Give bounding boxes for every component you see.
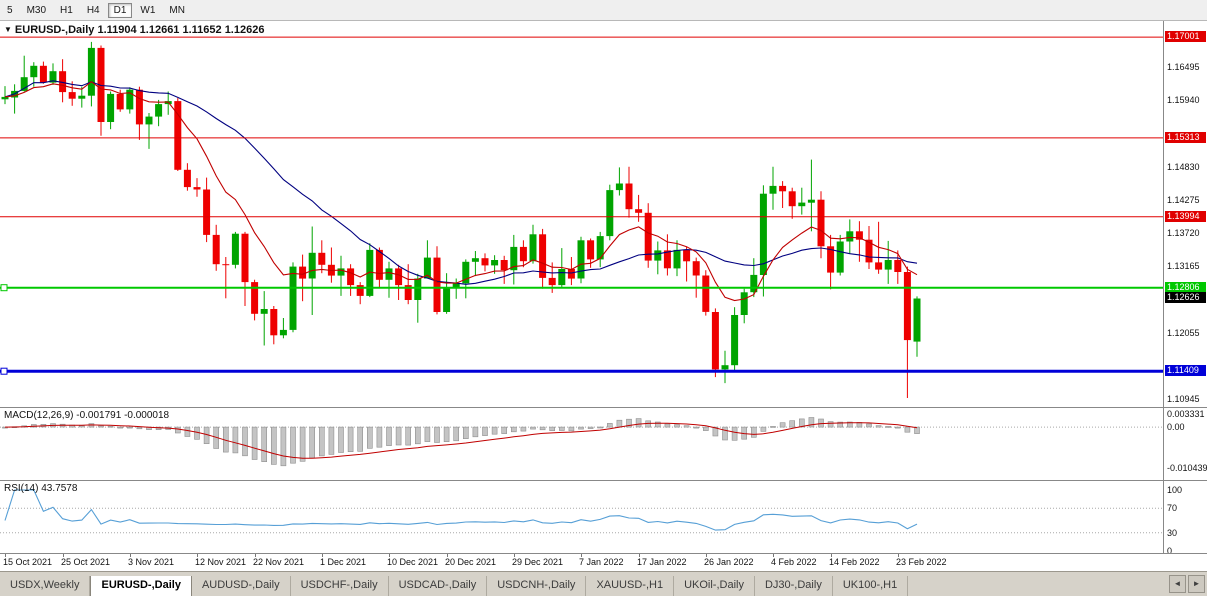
chart-title-symbol: EURUSD-,Daily: [14, 24, 95, 36]
chart-tab-audusd-daily[interactable]: AUDUSD-,Daily: [192, 576, 291, 596]
time-tick: [447, 554, 448, 557]
price-tick: 1.10945: [1167, 394, 1200, 404]
chart-tab-bar: USDX,Weekly EURUSD-,Daily AUDUSD-,Daily USD…: [0, 571, 1207, 596]
rsi-tick: 100: [1167, 485, 1183, 495]
chart-tab-dj30-daily[interactable]: DJ30-,Daily: [755, 576, 833, 596]
chart-tab-uk100-h1[interactable]: UK100-,H1: [833, 576, 909, 596]
macd-axis[interactable]: 0.003331 0.00 -0.010439: [1163, 408, 1207, 480]
moving-averages-layer: [4, 80, 918, 302]
timeframe-button-5[interactable]: 5: [7, 4, 13, 16]
price-tick: 1.15940: [1167, 95, 1200, 105]
time-axis[interactable]: 15 Oct 2021 25 Oct 2021 3 Nov 2021 12 Nov 2…: [0, 553, 1207, 571]
time-label: 7 Jan 2022: [579, 557, 624, 567]
price-level-badge: 1.17001: [1165, 31, 1206, 42]
tab-scroll-right-button[interactable]: ►: [1188, 575, 1205, 593]
time-label: 15 Oct 2021: [3, 557, 53, 567]
price-tick: 1.14275: [1167, 195, 1200, 205]
chart-tab-usdcad-daily[interactable]: USDCAD-,Daily: [389, 576, 488, 596]
macd-label: MACD(12,26,9) -0.001791 -0.000018: [4, 410, 170, 421]
time-tick: [831, 554, 832, 557]
time-tick: [898, 554, 899, 557]
price-tick: 1.14830: [1167, 162, 1200, 172]
tab-scroll-left-button[interactable]: ◄: [1169, 575, 1186, 593]
time-label: 23 Feb 2022: [896, 557, 947, 567]
chart-title: ▼ EURUSD-,Daily 1.11904 1.12661 1.11652 1…: [4, 24, 264, 36]
time-label: 25 Oct 2021: [61, 557, 111, 567]
price-level-badge: 1.12806: [1165, 282, 1206, 293]
rsi-plot[interactable]: RSI(14) 43.7578: [0, 481, 1163, 553]
time-tick: [255, 554, 256, 557]
macd-svg[interactable]: [0, 408, 1163, 480]
time-label: 26 Jan 2022: [704, 557, 754, 567]
rsi-axis[interactable]: 100 70 30 0: [1163, 481, 1207, 556]
chart-tab-usdchf-daily[interactable]: USDCHF-,Daily: [291, 576, 389, 596]
time-tick: [197, 554, 198, 557]
macd-tick: 0.003331: [1167, 409, 1205, 419]
time-tick: [5, 554, 6, 557]
rsi-label: RSI(14) 43.7578: [4, 483, 78, 494]
timeframe-button-m30[interactable]: M30: [26, 4, 47, 16]
time-tick: [773, 554, 774, 557]
time-label: 1 Dec 2021: [320, 557, 367, 567]
price-tick: 1.12055: [1167, 328, 1200, 338]
macd-tick: 0.00: [1167, 422, 1185, 432]
chart-tab-xauusd-h1[interactable]: XAUUSD-,H1: [586, 576, 675, 596]
price-tick: 1.13165: [1167, 261, 1200, 271]
chart-title-ohlc: 1.11904 1.12661 1.11652 1.12626: [97, 24, 265, 36]
time-tick: [639, 554, 640, 557]
chart-tab-usdx-weekly[interactable]: USDX,Weekly: [0, 576, 91, 596]
time-label: 20 Dec 2021: [445, 557, 497, 567]
price-level-badge: 1.11409: [1165, 365, 1206, 376]
chart-tab-ukoil-daily[interactable]: UKOil-,Daily: [674, 576, 755, 596]
price-level-badge: 1.12626: [1165, 292, 1206, 303]
timeframe-button-mn[interactable]: MN: [169, 4, 185, 16]
rsi-tick: 70: [1167, 503, 1178, 513]
time-tick: [389, 554, 390, 557]
price-tick: 1.13720: [1167, 228, 1200, 238]
time-tick: [130, 554, 131, 557]
tab-scroll-controls: ◄ ►: [1169, 575, 1205, 593]
timeframe-button-w1[interactable]: W1: [140, 4, 156, 16]
time-label: 12 Nov 2021: [195, 557, 247, 567]
main-chart-svg[interactable]: [0, 21, 1163, 407]
time-label: 22 Nov 2021: [253, 557, 305, 567]
price-level-badge: 1.15313: [1165, 132, 1206, 143]
timeframe-button-h4[interactable]: H4: [86, 4, 100, 16]
main-price-axis[interactable]: 1.16495 1.15940 1.14830 1.14275 1.13720 1.131…: [1163, 21, 1207, 407]
macd-tick: -0.010439: [1167, 463, 1207, 473]
time-label: 14 Feb 2022: [829, 557, 880, 567]
chart-tab-eurusd-daily[interactable]: EURUSD-,Daily: [90, 576, 192, 596]
price-level-badge: 1.13994: [1165, 211, 1206, 222]
main-chart-pane: ▼ EURUSD-,Daily 1.11904 1.12661 1.11652 1…: [0, 21, 1207, 407]
horizontal-levels-layer: [0, 36, 1163, 375]
time-label: 29 Dec 2021: [512, 557, 564, 567]
rsi-svg[interactable]: [0, 481, 1163, 553]
time-label: 10 Dec 2021: [387, 557, 439, 567]
time-tick: [706, 554, 707, 557]
macd-pane: MACD(12,26,9) -0.001791 -0.000018 0.0033…: [0, 407, 1207, 480]
candles-layer: [1, 41, 921, 398]
price-tick: 1.16495: [1167, 62, 1200, 72]
rsi-tick: 30: [1167, 528, 1178, 538]
macd-histogram: [2, 417, 920, 467]
time-tick: [581, 554, 582, 557]
time-label: 3 Nov 2021: [128, 557, 175, 567]
time-label: 17 Jan 2022: [637, 557, 687, 567]
time-label: 4 Feb 2022: [771, 557, 817, 567]
time-tick: [63, 554, 64, 557]
chart-menu-icon[interactable]: ▼: [4, 25, 12, 34]
timeframe-toolbar: 5 M30 H1 H4 D1 W1 MN: [0, 0, 1207, 21]
rsi-tick: 0: [1167, 546, 1173, 556]
timeframe-button-h1[interactable]: H1: [60, 4, 73, 16]
macd-plot[interactable]: MACD(12,26,9) -0.001791 -0.000018: [0, 408, 1163, 480]
time-tick: [322, 554, 323, 557]
rsi-pane: RSI(14) 43.7578 100 70 30 0: [0, 480, 1207, 556]
timeframe-button-d1[interactable]: D1: [107, 2, 133, 18]
chart-tab-usdcnh-daily[interactable]: USDCNH-,Daily: [487, 576, 587, 596]
main-chart-plot[interactable]: ▼ EURUSD-,Daily 1.11904 1.12661 1.11652 1…: [0, 21, 1163, 407]
time-tick: [514, 554, 515, 557]
